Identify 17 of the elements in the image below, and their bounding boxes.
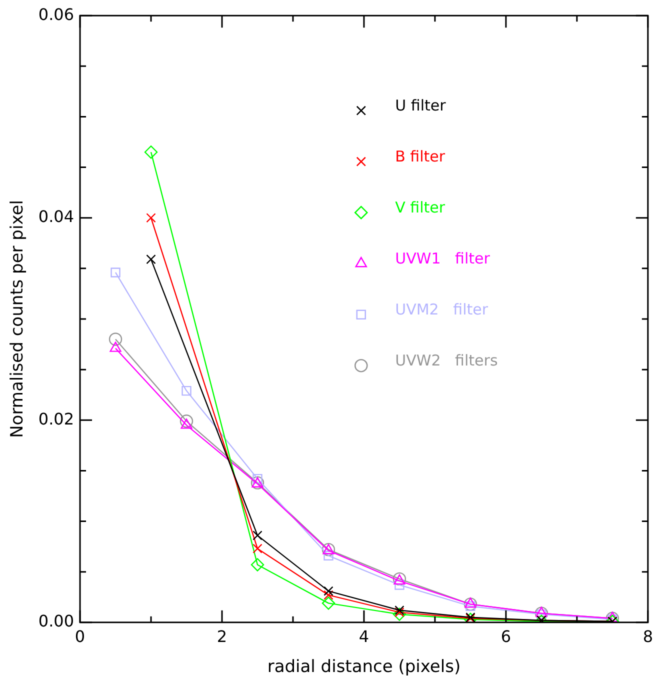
legend-label: U filter bbox=[395, 96, 447, 114]
legend-label: B filter bbox=[395, 147, 446, 166]
y-tick-label: 0.00 bbox=[38, 612, 74, 631]
y-tick-label: 0.02 bbox=[38, 409, 74, 428]
y-tick-label: 0.06 bbox=[38, 4, 74, 24]
legend-label: UVM2 filter bbox=[395, 300, 489, 318]
x-tick-label: 8 bbox=[642, 627, 654, 646]
y-tick-label: 0.04 bbox=[38, 207, 74, 226]
legend-label: V filter bbox=[395, 198, 446, 216]
x-tick-label: 6 bbox=[500, 627, 512, 646]
y-axis-title: Normalised counts per pixel bbox=[8, 200, 28, 438]
x-tick-label: 0 bbox=[74, 627, 86, 646]
legend-label: UVW1 filter bbox=[395, 249, 491, 268]
x-axis-title: radial distance (pixels) bbox=[267, 657, 461, 678]
legend-label: UVW2 filters bbox=[395, 351, 498, 370]
x-tick-label: 4 bbox=[358, 627, 370, 646]
x-tick-label: 2 bbox=[216, 627, 228, 646]
